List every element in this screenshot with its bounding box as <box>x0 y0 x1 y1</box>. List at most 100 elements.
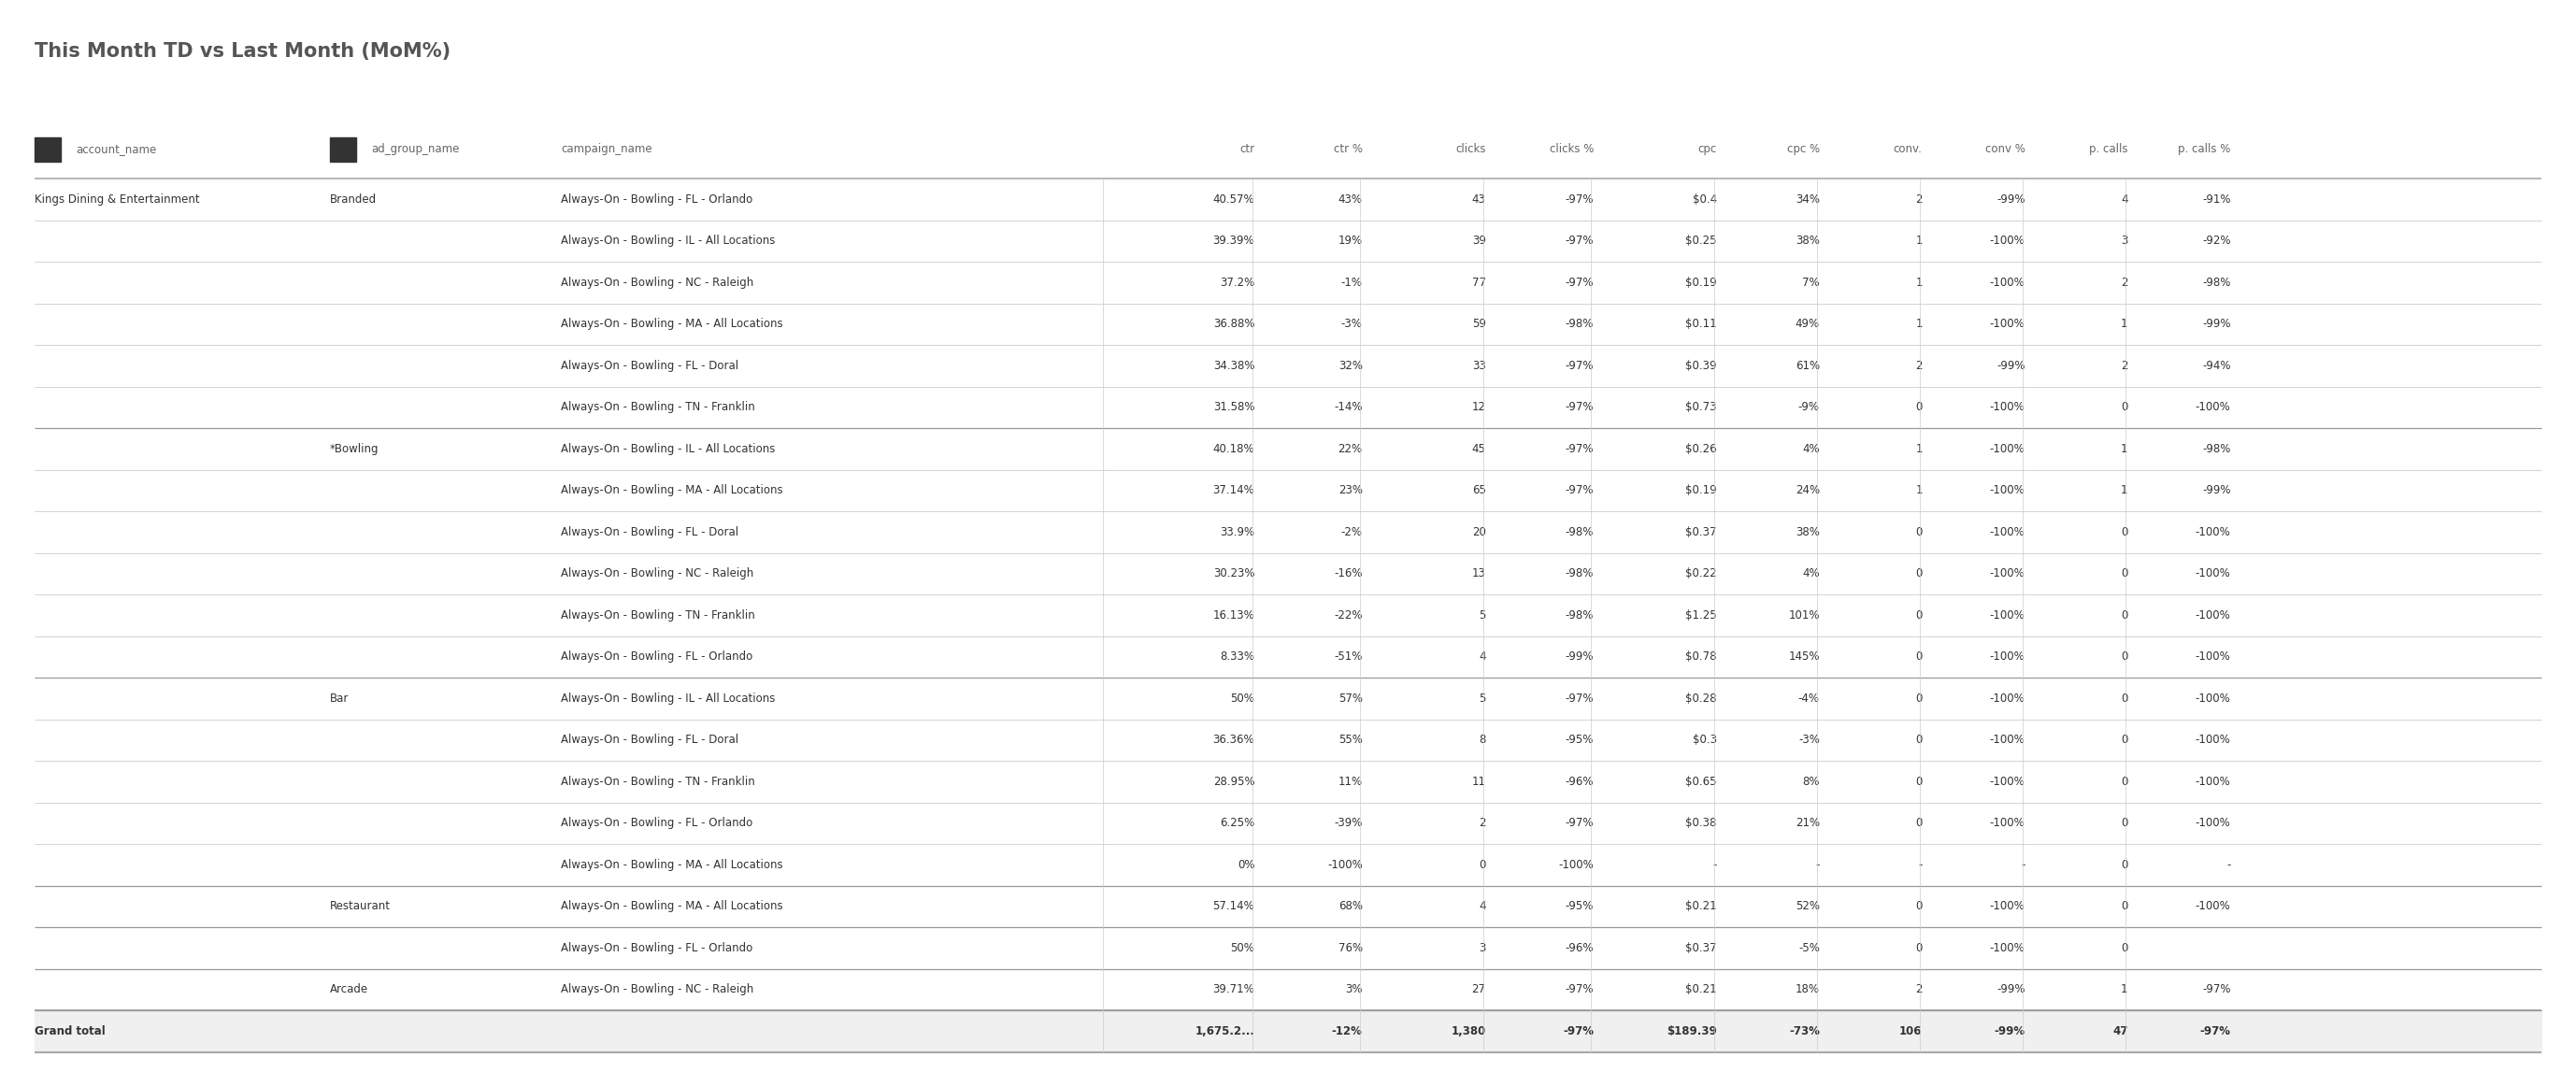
Text: 4%: 4% <box>1803 568 1819 580</box>
Text: -100%: -100% <box>1989 817 2025 830</box>
Text: 0: 0 <box>1917 693 1922 705</box>
Text: 1: 1 <box>1917 235 1922 247</box>
Text: $0.39: $0.39 <box>1685 359 1716 371</box>
Text: -100%: -100% <box>1989 568 2025 580</box>
Text: -100%: -100% <box>2195 401 2231 414</box>
Text: 5: 5 <box>1479 609 1486 621</box>
Text: 0: 0 <box>2120 775 2128 787</box>
Text: cpc: cpc <box>1698 143 1716 155</box>
Text: 55%: 55% <box>1340 734 1363 746</box>
Text: 12: 12 <box>1471 401 1486 414</box>
Text: 33: 33 <box>1471 359 1486 371</box>
Text: 0: 0 <box>1917 900 1922 912</box>
Text: 0: 0 <box>2120 693 2128 705</box>
Text: -100%: -100% <box>1989 900 2025 912</box>
Text: 43: 43 <box>1471 193 1486 205</box>
Text: -73%: -73% <box>1788 1025 1819 1037</box>
Text: p. calls: p. calls <box>2089 143 2128 155</box>
Text: -96%: -96% <box>1566 775 1595 787</box>
Text: cpc %: cpc % <box>1788 143 1819 155</box>
Text: $0.19: $0.19 <box>1685 277 1716 289</box>
Text: -14%: -14% <box>1334 401 1363 414</box>
Text: 1,675.2...: 1,675.2... <box>1195 1025 1255 1037</box>
Text: 4%: 4% <box>1803 443 1819 455</box>
Text: 0: 0 <box>2120 942 2128 954</box>
Text: Always-On - Bowling - IL - All Locations: Always-On - Bowling - IL - All Locations <box>562 443 775 455</box>
Text: $0.25: $0.25 <box>1685 235 1716 247</box>
Text: 39: 39 <box>1471 235 1486 247</box>
Text: Always-On - Bowling - TN - Franklin: Always-On - Bowling - TN - Franklin <box>562 609 755 621</box>
Text: -99%: -99% <box>2202 318 2231 330</box>
Text: -97%: -97% <box>1566 235 1595 247</box>
Text: 0: 0 <box>2120 568 2128 580</box>
Text: ad_group_name: ad_group_name <box>371 143 459 155</box>
Text: ctr: ctr <box>1239 143 1255 155</box>
Text: -97%: -97% <box>1566 693 1595 705</box>
Text: Always-On - Bowling - FL - Orlando: Always-On - Bowling - FL - Orlando <box>562 817 752 830</box>
Text: 2: 2 <box>2120 359 2128 371</box>
Text: 47: 47 <box>2112 1025 2128 1037</box>
Text: 101%: 101% <box>1788 609 1819 621</box>
Text: -98%: -98% <box>2202 277 2231 289</box>
Text: 49%: 49% <box>1795 318 1819 330</box>
Text: -12%: -12% <box>1332 1025 1363 1037</box>
Text: 45: 45 <box>1471 443 1486 455</box>
Text: -97%: -97% <box>1566 401 1595 414</box>
Text: -3%: -3% <box>1342 318 1363 330</box>
Text: $0.28: $0.28 <box>1685 693 1716 705</box>
Text: -100%: -100% <box>2195 609 2231 621</box>
Text: -97%: -97% <box>2200 1025 2231 1037</box>
Text: 13: 13 <box>1471 568 1486 580</box>
Text: Always-On - Bowling - IL - All Locations: Always-On - Bowling - IL - All Locations <box>562 235 775 247</box>
Text: 6.25%: 6.25% <box>1221 817 1255 830</box>
Text: 1: 1 <box>2120 318 2128 330</box>
Text: -22%: -22% <box>1334 609 1363 621</box>
Text: 23%: 23% <box>1337 484 1363 496</box>
Text: 0: 0 <box>1917 942 1922 954</box>
Text: 0: 0 <box>1917 609 1922 621</box>
Text: 7%: 7% <box>1803 277 1819 289</box>
Text: Always-On - Bowling - NC - Raleigh: Always-On - Bowling - NC - Raleigh <box>562 277 755 289</box>
Text: -96%: -96% <box>1566 942 1595 954</box>
Text: 1: 1 <box>1917 277 1922 289</box>
Text: 1: 1 <box>2120 484 2128 496</box>
Text: 18%: 18% <box>1795 984 1819 996</box>
Text: Kings Dining & Entertainment: Kings Dining & Entertainment <box>33 193 201 205</box>
Text: p. calls %: p. calls % <box>2177 143 2231 155</box>
Text: clicks %: clicks % <box>1548 143 1595 155</box>
Text: 106: 106 <box>1899 1025 1922 1037</box>
Text: Always-On - Bowling - IL - All Locations: Always-On - Bowling - IL - All Locations <box>562 693 775 705</box>
Text: -97%: -97% <box>1564 1025 1595 1037</box>
Text: 1: 1 <box>1917 318 1922 330</box>
Text: 50%: 50% <box>1231 693 1255 705</box>
Text: 38%: 38% <box>1795 526 1819 539</box>
Text: 11%: 11% <box>1337 775 1363 787</box>
Text: -100%: -100% <box>2195 651 2231 662</box>
Text: -100%: -100% <box>1989 318 2025 330</box>
Text: -1%: -1% <box>1342 277 1363 289</box>
Text: 61%: 61% <box>1795 359 1819 371</box>
Text: 0: 0 <box>2120 401 2128 414</box>
Text: -97%: -97% <box>1566 443 1595 455</box>
Text: $0.38: $0.38 <box>1685 817 1716 830</box>
Text: 24%: 24% <box>1795 484 1819 496</box>
Text: 1,380: 1,380 <box>1450 1025 1486 1037</box>
Text: 1: 1 <box>1917 484 1922 496</box>
Text: -100%: -100% <box>1989 734 2025 746</box>
Text: 3%: 3% <box>1345 984 1363 996</box>
Text: 19%: 19% <box>1337 235 1363 247</box>
Text: 0: 0 <box>2120 817 2128 830</box>
Text: 37.2%: 37.2% <box>1221 277 1255 289</box>
Bar <box>33 138 59 162</box>
Text: 27: 27 <box>1471 984 1486 996</box>
Text: 0: 0 <box>2120 526 2128 539</box>
Text: -3%: -3% <box>1798 734 1819 746</box>
Text: 1: 1 <box>2120 984 2128 996</box>
Text: Always-On - Bowling - FL - Orlando: Always-On - Bowling - FL - Orlando <box>562 193 752 205</box>
Text: 0: 0 <box>1917 526 1922 539</box>
Text: 16.13%: 16.13% <box>1213 609 1255 621</box>
Text: -100%: -100% <box>1989 443 2025 455</box>
Text: 0: 0 <box>1917 775 1922 787</box>
Text: 30.23%: 30.23% <box>1213 568 1255 580</box>
Text: $0.65: $0.65 <box>1685 775 1716 787</box>
